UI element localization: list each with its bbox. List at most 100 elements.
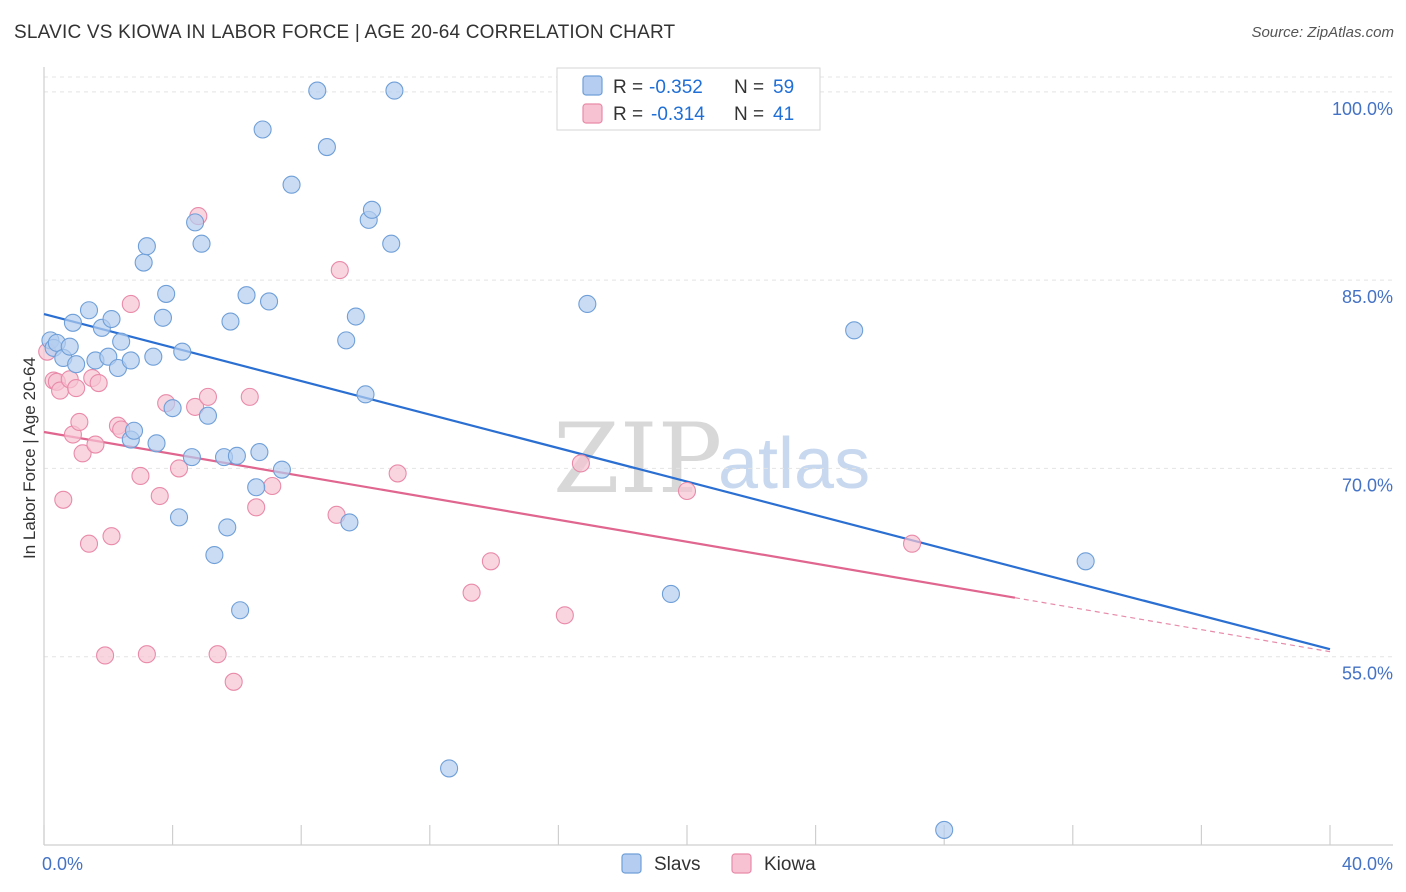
slavs-point-36 xyxy=(237,286,256,305)
slavs-point-17 xyxy=(134,253,153,272)
slavs-points xyxy=(41,81,1095,839)
correlation-legend: R = -0.352 N = 59 R = -0.314 N = 41 xyxy=(556,67,821,131)
slavs-point-29 xyxy=(198,406,218,425)
slavs-point-44 xyxy=(317,138,336,157)
kiowa-point-7 xyxy=(67,379,86,398)
slavs-point-53 xyxy=(440,759,459,778)
slavs-point-41 xyxy=(272,460,291,479)
slavs-point-35 xyxy=(231,601,250,620)
legend-slavs-n-label: N = xyxy=(734,77,764,98)
kiowa-point-28 xyxy=(224,672,243,691)
slavs-point-57 xyxy=(1076,552,1095,571)
slavs-point-33 xyxy=(221,312,240,331)
slavs-point-22 xyxy=(157,284,176,303)
y-tick-labels: 55.0% 70.0% 85.0% 100.0% xyxy=(1332,99,1393,684)
slavs-point-40 xyxy=(259,292,279,311)
x-tick-labels: 0.0% 40.0% xyxy=(42,854,1393,874)
trend-lines xyxy=(43,312,1331,653)
kiowa-point-24 xyxy=(186,397,205,416)
slavs-point-27 xyxy=(186,213,205,232)
kiowa-point-23 xyxy=(169,459,189,478)
kiowa-point-15 xyxy=(102,527,121,546)
slavs-point-16 xyxy=(124,421,144,440)
slavs-point-45 xyxy=(337,331,356,350)
kiowa-point-12 xyxy=(86,435,105,454)
legend-kiowa-r-label: R = xyxy=(613,104,643,125)
kiowa-point-37 xyxy=(555,606,574,625)
legend-swatch-slavs xyxy=(582,75,603,96)
kiowa-point-10 xyxy=(79,534,99,553)
legend-kiowa-n-label: N = xyxy=(734,104,764,125)
slavs-point-7 xyxy=(79,301,99,320)
kiowa-point-14 xyxy=(96,646,115,665)
slavs-point-38 xyxy=(250,443,269,462)
slavs-point-24 xyxy=(169,508,189,527)
x-tick-label-max: 40.0% xyxy=(1342,854,1393,874)
chart-title: SLAVIC VS KIOWA IN LABOR FORCE | AGE 20-… xyxy=(14,22,676,43)
slavs-point-43 xyxy=(308,81,327,100)
bottom-legend-swatch-slavs xyxy=(621,853,642,874)
slavs-point-51 xyxy=(382,234,401,253)
slavs-point-5 xyxy=(63,313,82,332)
slavs-point-55 xyxy=(661,584,680,603)
slavs-point-23 xyxy=(163,399,182,418)
kiowa-point-8 xyxy=(70,412,89,432)
kiowa-point-36 xyxy=(481,552,500,571)
slavs-point-42 xyxy=(282,175,301,194)
kiowa-point-21 xyxy=(150,486,169,506)
y-tick-label-55: 55.0% xyxy=(1342,664,1393,684)
slavs-point-15 xyxy=(121,351,140,370)
slavs-point-56 xyxy=(845,321,864,340)
kiowa-point-4 xyxy=(54,490,73,509)
slavs-point-39 xyxy=(253,120,272,139)
slavs-point-18 xyxy=(137,237,156,256)
source-credit: Source: ZipAtlas.com xyxy=(1251,24,1394,41)
kiowa-point-34 xyxy=(388,464,407,483)
slavs-point-11 xyxy=(102,309,121,329)
kiowa-point-33 xyxy=(330,261,349,280)
kiowa-point-20 xyxy=(137,645,156,664)
slavs-point-19 xyxy=(144,347,163,366)
kiowa-trend-line-extrapolated xyxy=(1014,597,1331,653)
slavs-point-54 xyxy=(578,294,597,314)
slavs-point-20 xyxy=(147,434,166,453)
watermark-atlas: atlas xyxy=(718,424,870,504)
slavs-point-28 xyxy=(192,234,211,253)
kiowa-point-40 xyxy=(902,534,922,553)
slavs-point-21 xyxy=(153,308,173,327)
slavs-point-34 xyxy=(227,446,246,465)
legend-slavs-n-value: 59 xyxy=(773,77,794,98)
slavs-point-25 xyxy=(173,342,192,361)
kiowa-point-18 xyxy=(121,294,140,314)
kiowa-point-31 xyxy=(263,476,282,496)
kiowa-points xyxy=(38,207,922,691)
bottom-legend-kiowa: Kiowa xyxy=(764,854,816,875)
slavs-point-52 xyxy=(385,81,404,100)
y-tick-label-70: 70.0% xyxy=(1342,475,1393,495)
bottom-legend-slavs: Slavs xyxy=(654,854,700,875)
series-legend: Slavs Kiowa xyxy=(621,853,816,875)
slavs-point-6 xyxy=(67,355,86,374)
y-axis-title: In Labor Force | Age 20-64 xyxy=(20,357,39,559)
kiowa-point-9 xyxy=(73,444,92,463)
kiowa-point-38 xyxy=(571,454,590,473)
legend-kiowa-r-value: -0.314 xyxy=(651,104,705,125)
kiowa-point-30 xyxy=(247,498,266,517)
axes xyxy=(43,67,1393,846)
slavs-point-46 xyxy=(340,513,359,532)
kiowa-point-19 xyxy=(131,466,150,485)
legend-swatch-kiowa xyxy=(582,103,603,124)
slavs-point-50 xyxy=(362,200,381,219)
kiowa-point-26 xyxy=(198,387,218,406)
slavs-point-26 xyxy=(182,448,201,467)
slavs-point-13 xyxy=(112,332,131,351)
slavs-point-37 xyxy=(247,478,266,497)
kiowa-point-35 xyxy=(462,583,481,602)
slavs-trend-line xyxy=(43,312,1331,651)
legend-kiowa-n-value: 41 xyxy=(773,104,794,125)
bottom-legend-swatch-kiowa xyxy=(731,853,752,874)
kiowa-point-39 xyxy=(677,481,697,501)
y-tick-label-100: 100.0% xyxy=(1332,99,1393,119)
y-tick-label-85: 85.0% xyxy=(1342,287,1393,307)
